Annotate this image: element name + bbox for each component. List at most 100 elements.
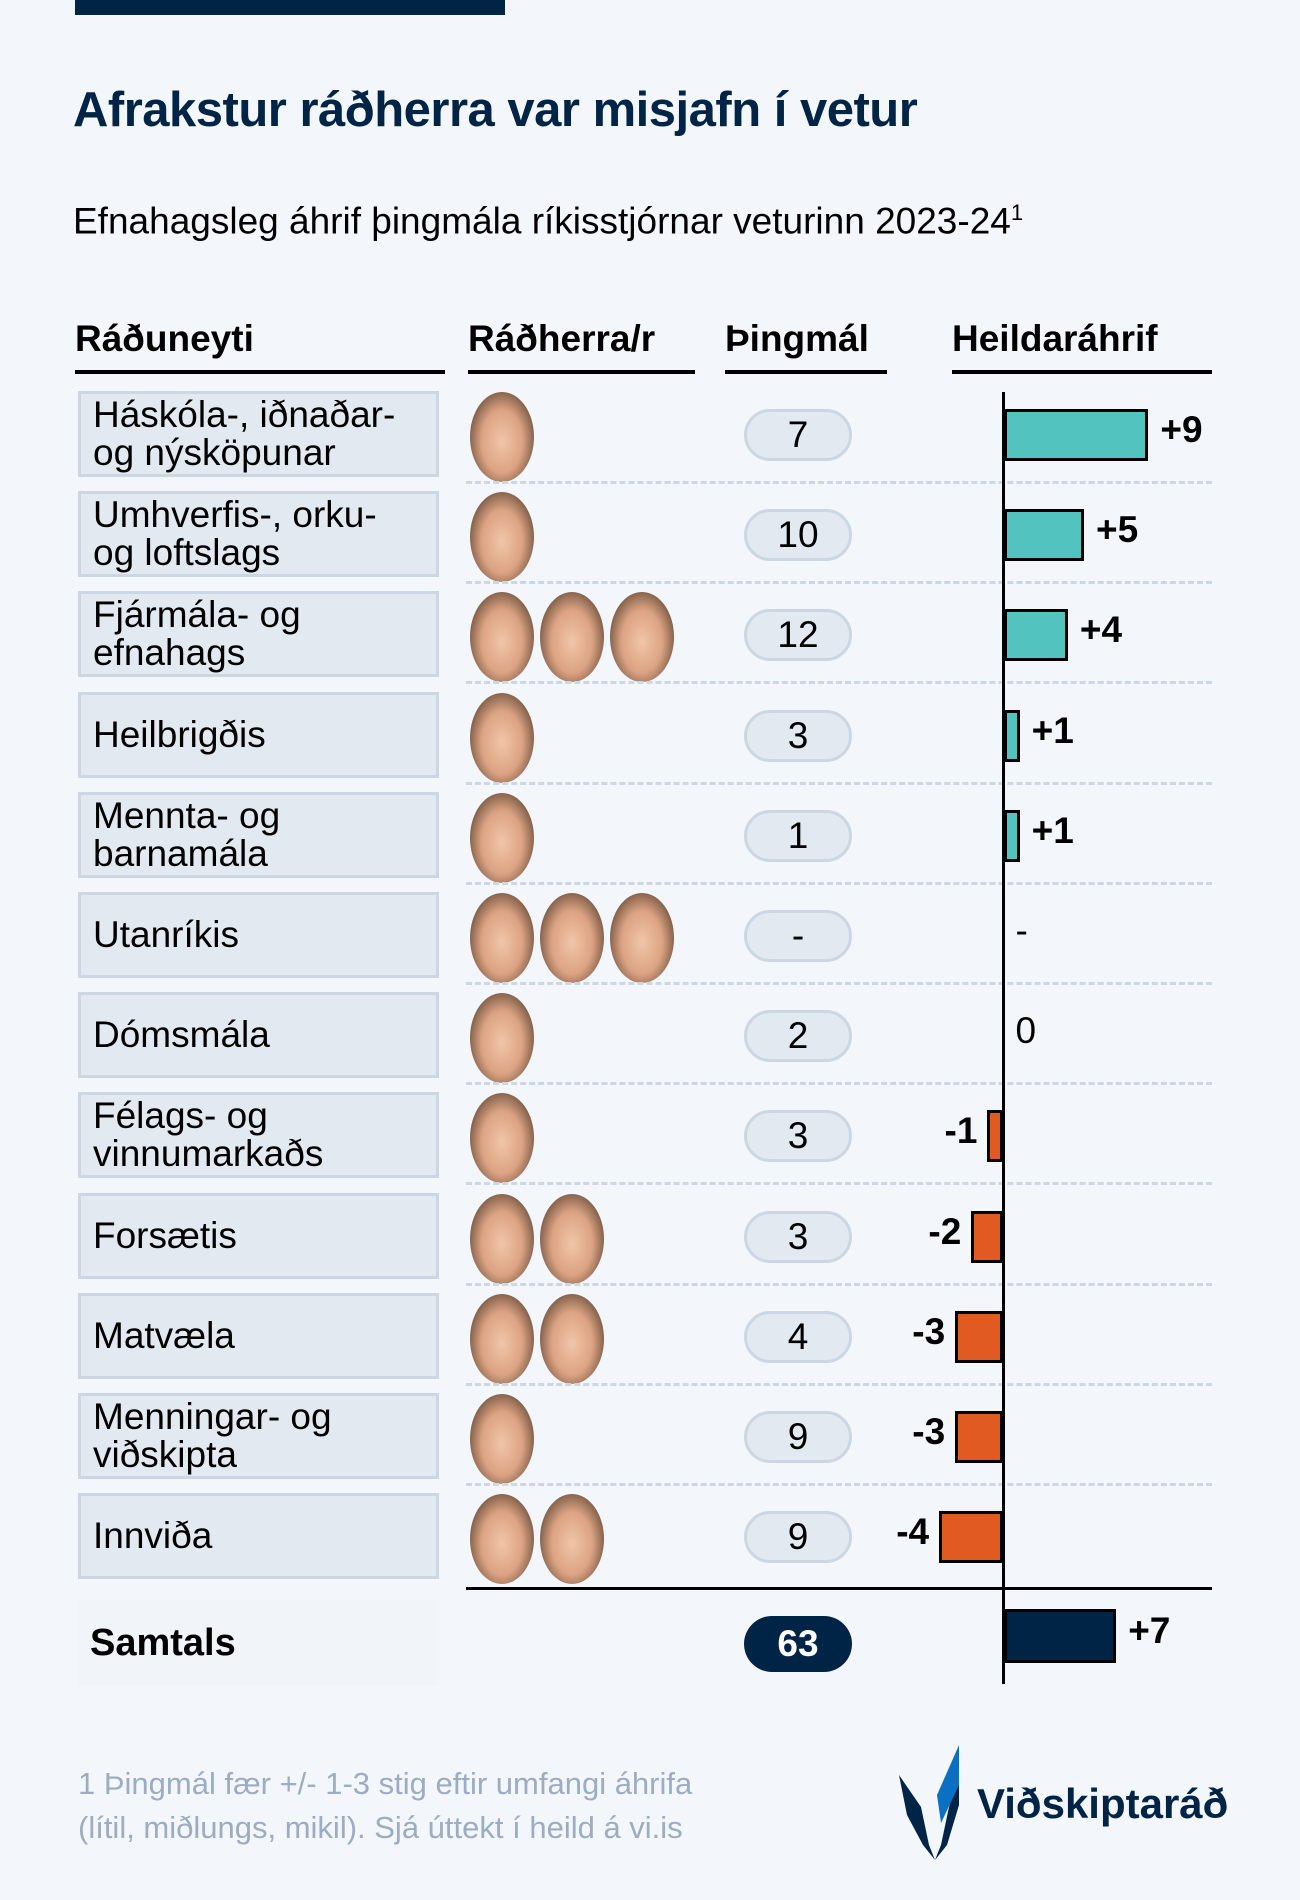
bills-count-pill: 2 — [744, 1010, 852, 1063]
footnote: 1 Þingmál fær +/- 1-3 stig eftir umfangi… — [78, 1766, 693, 1845]
minister-avatar — [540, 1293, 604, 1384]
header-radherra: Ráðherra/r — [468, 318, 695, 374]
header-raduneyti: Ráðuneyti — [75, 318, 445, 374]
table-row: Heilbrigðis 3 +1 — [0, 691, 1300, 792]
ministry-label: Matvæla — [78, 1292, 439, 1379]
impact-value-label: +1 — [1031, 709, 1074, 751]
ministry-label: Umhverfis-, orku- og loftslags — [78, 491, 439, 578]
bills-count-pill: 7 — [744, 409, 852, 461]
minister-avatar — [470, 893, 534, 983]
table-row: Forsætis 3 -2 — [0, 1192, 1300, 1293]
bills-count-pill: - — [744, 910, 852, 962]
ministry-label: Háskóla-, iðnaðar- og nýsköpunar — [78, 391, 439, 477]
table-row: Háskóla-, iðnaðar- og nýsköpunar 7 +9 — [0, 391, 1300, 491]
row-separator — [466, 982, 1212, 985]
subtitle-text: Efnahagsleg áhrif þingmála ríkisstjórnar… — [73, 200, 1011, 242]
table-row: Umhverfis-, orku- og loftslags 10 +5 — [0, 491, 1300, 591]
minister-avatars — [470, 692, 534, 784]
impact-bar — [987, 1110, 1004, 1163]
minister-avatars — [470, 1393, 534, 1485]
impact-bar — [955, 1310, 1004, 1363]
minister-avatars — [470, 1293, 604, 1385]
table-row: Fjármála- og efnahags 12 +4 — [0, 591, 1300, 691]
minister-avatar — [470, 1193, 534, 1284]
impact-bar — [1003, 809, 1020, 862]
table-row: Menningar- og viðskipta 9 -3 — [0, 1393, 1300, 1493]
minister-avatars — [470, 491, 534, 583]
table-row: Félags- og vinnumarkaðs 3 -1 — [0, 1092, 1300, 1192]
minister-avatar — [470, 692, 534, 783]
minister-avatars — [470, 1193, 604, 1285]
impact-bar — [971, 1210, 1004, 1263]
total-divider — [466, 1587, 1212, 1590]
ministry-label: Fjármála- og efnahags — [78, 591, 439, 678]
minister-avatar — [470, 1293, 534, 1384]
minister-avatars — [470, 792, 534, 884]
total-value-label: +7 — [1128, 1610, 1171, 1651]
ministry-label: Innviða — [78, 1493, 439, 1580]
impact-value-label: 0 — [1015, 1010, 1037, 1052]
impact-bar — [1003, 609, 1068, 662]
impact-bar — [1003, 509, 1084, 562]
table-row: Dómsmála 2 0 — [0, 992, 1300, 1092]
bills-count-pill: 3 — [744, 709, 852, 762]
top-accent-bar — [75, 0, 505, 15]
impact-value-label: +5 — [1096, 509, 1139, 551]
impact-value-label: -2 — [928, 1210, 962, 1252]
minister-avatar — [470, 1093, 534, 1184]
row-separator — [466, 1282, 1212, 1286]
minister-avatar — [470, 1394, 534, 1484]
impact-value-label: -3 — [912, 1310, 946, 1352]
bills-count-pill: 9 — [744, 1411, 852, 1463]
row-separator — [466, 481, 1212, 484]
impact-bar — [1003, 409, 1149, 461]
table-row: Mennta- og barnamála 1 +1 — [0, 791, 1300, 892]
minister-avatar — [610, 893, 674, 983]
ministry-label: Mennta- og barnamála — [78, 791, 439, 878]
minister-avatar — [470, 1494, 534, 1585]
minister-avatar — [470, 792, 534, 883]
row-separator — [466, 581, 1212, 585]
bills-count-pill: 4 — [744, 1310, 852, 1363]
minister-avatars — [470, 1092, 534, 1184]
row-separator — [466, 681, 1212, 685]
chart-subtitle: Efnahagsleg áhrif þingmála ríkisstjórnar… — [73, 200, 1023, 242]
ministry-label: Forsætis — [78, 1192, 439, 1279]
impact-value-label: +1 — [1031, 809, 1074, 851]
minister-avatar — [610, 592, 674, 683]
bills-count-pill: 1 — [744, 809, 852, 862]
impact-value-label: +9 — [1160, 409, 1203, 450]
row-separator — [466, 1483, 1212, 1486]
bills-count-pill: 12 — [744, 609, 852, 662]
minister-avatar — [540, 893, 604, 983]
header-thingmal: Þingmál — [725, 318, 887, 374]
row-separator — [466, 781, 1212, 785]
impact-bar — [955, 1411, 1004, 1463]
bills-count-pill: 10 — [744, 509, 852, 562]
impact-value-label: +4 — [1079, 609, 1123, 651]
table-row: Utanríkis - - — [0, 892, 1300, 992]
minister-avatars — [470, 892, 674, 984]
ministry-label: Heilbrigðis — [78, 691, 439, 778]
impact-bar — [939, 1511, 1004, 1564]
minister-avatars — [470, 591, 674, 683]
ministry-label: Félags- og vinnumarkaðs — [78, 1092, 439, 1179]
total-bills-pill: 63 — [744, 1616, 852, 1672]
minister-avatars — [470, 391, 534, 483]
logo-text: Viðskiptaráð — [977, 1780, 1229, 1827]
minister-avatar — [470, 592, 534, 683]
row-separator — [466, 1082, 1212, 1086]
ministry-label: Utanríkis — [78, 892, 439, 978]
minister-avatar — [470, 492, 534, 583]
zero-axis — [1002, 392, 1005, 1684]
minister-avatar — [470, 392, 534, 482]
impact-value-label: -1 — [944, 1110, 978, 1152]
table-row: Innviða 9 -4 — [0, 1493, 1300, 1593]
minister-avatar — [470, 993, 534, 1084]
impact-value-label: -4 — [896, 1511, 930, 1553]
minister-avatar — [540, 1193, 604, 1284]
chart-title: Afrakstur ráðherra var misjafn í vetur — [73, 83, 918, 137]
ministry-label: Dómsmála — [78, 992, 439, 1079]
row-separator — [466, 1382, 1212, 1386]
ministry-label: Menningar- og viðskipta — [78, 1393, 439, 1479]
